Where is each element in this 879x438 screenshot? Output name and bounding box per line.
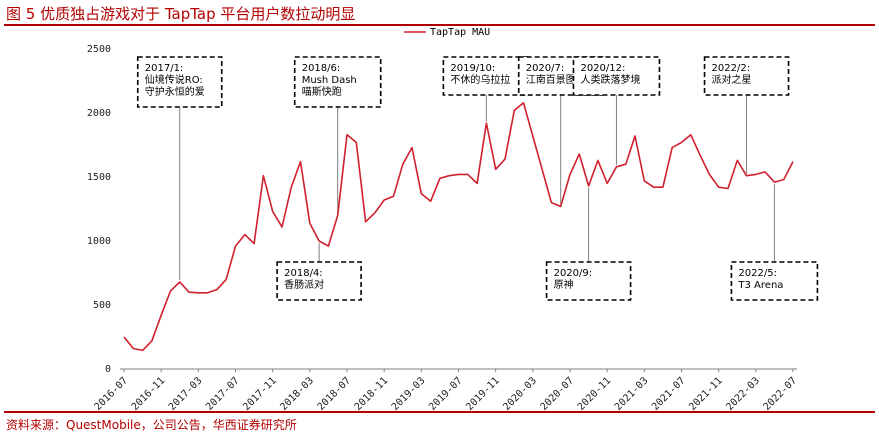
annotation-text: 2022/2: <box>712 63 751 74</box>
y-tick-label: 1000 <box>87 236 111 247</box>
x-tick-label: 2018-11 <box>353 375 391 413</box>
annotation-box <box>703 56 790 96</box>
x-tick-label: 2019-03 <box>390 375 428 413</box>
x-tick-label: 2021-11 <box>687 375 725 413</box>
x-tick-label: 2016-07 <box>93 375 131 413</box>
annotation-text: 原神 <box>554 278 574 291</box>
annotation-box <box>545 261 632 301</box>
annotation-box <box>442 56 531 96</box>
y-tick-label: 2500 <box>87 44 111 55</box>
annotation-text: 2018/6: <box>302 63 341 74</box>
annotation-text: 人类跌落梦境 <box>580 73 640 86</box>
annotation-text: 2020/7: <box>526 63 565 74</box>
annotation-box <box>276 261 362 301</box>
y-tick-label: 1500 <box>87 172 111 183</box>
x-tick-label: 2021-07 <box>650 375 688 413</box>
annotation-text: 2022/5: <box>738 268 777 279</box>
x-tick-label: 2020-07 <box>539 375 577 413</box>
annotation-text: 香肠派对 <box>284 278 324 291</box>
annotation-box <box>293 56 382 108</box>
annotation-box <box>730 261 819 301</box>
x-tick-label: 2019-11 <box>464 375 502 413</box>
annotation-text: 2020/9: <box>554 268 593 279</box>
x-tick-label: 2020-11 <box>576 375 614 413</box>
annotation-text: T3 Arena <box>737 280 783 291</box>
x-tick-label: 2017-07 <box>204 375 242 413</box>
x-tick-label: 2021-03 <box>613 375 651 413</box>
x-tick-label: 2017-03 <box>167 375 205 413</box>
x-tick-label: 2018-03 <box>278 375 316 413</box>
y-tick-label: 2000 <box>87 108 111 119</box>
annotation-text: 仙境传说RO: <box>145 73 203 86</box>
legend-label: TapTap MAU <box>430 27 490 38</box>
x-tick-label: 2022-07 <box>762 375 800 413</box>
annotation-text: 2019/10: <box>450 63 495 74</box>
source-note: 资料来源：QuestMobile，公司公告，华西证券研究所 <box>6 418 297 432</box>
annotation-text: 2020/12: <box>580 63 625 74</box>
x-tick-label: 2018-07 <box>316 375 354 413</box>
annotation-box <box>572 56 661 96</box>
figure-title: 图 5 优质独占游戏对于 TapTap 平台用户数拉动明显 <box>6 5 356 23</box>
source-rule <box>4 411 875 413</box>
x-tick-label: 2020-03 <box>501 375 539 413</box>
annotation-box <box>136 56 223 108</box>
annotation-text: 2018/4: <box>284 268 323 279</box>
x-tick-label: 2022-03 <box>724 375 762 413</box>
annotation-text: Mush Dash <box>302 75 357 86</box>
y-tick-label: 0 <box>105 364 111 375</box>
x-tick-label: 2017-11 <box>241 375 279 413</box>
x-tick-label: 2019-07 <box>427 375 465 413</box>
annotation-text: 2017/1: <box>145 63 184 74</box>
annotation-text: 江南百景图 <box>526 73 576 86</box>
title-rule <box>4 24 875 26</box>
annotation-text: 守护永恒的爱 <box>145 85 205 98</box>
y-tick-label: 500 <box>93 300 111 311</box>
annotation-text: 派对之星 <box>712 73 752 86</box>
annotation-text: 不休的乌拉拉 <box>450 73 510 86</box>
annotation-text: 喵斯快跑 <box>302 85 342 98</box>
x-tick-label: 2016-11 <box>130 375 168 413</box>
series-line-taptap-mau <box>123 102 794 352</box>
